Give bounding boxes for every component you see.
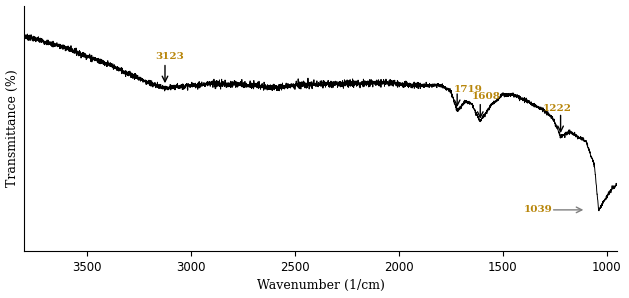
Text: 1608: 1608 [472, 92, 501, 101]
Text: 1222: 1222 [543, 104, 572, 114]
Text: 3123: 3123 [155, 52, 184, 61]
Text: 1039: 1039 [524, 205, 553, 214]
X-axis label: Wavenumber (1/cm): Wavenumber (1/cm) [257, 280, 384, 292]
Y-axis label: Transmittance (%): Transmittance (%) [6, 69, 19, 187]
Text: 1719: 1719 [454, 86, 483, 94]
